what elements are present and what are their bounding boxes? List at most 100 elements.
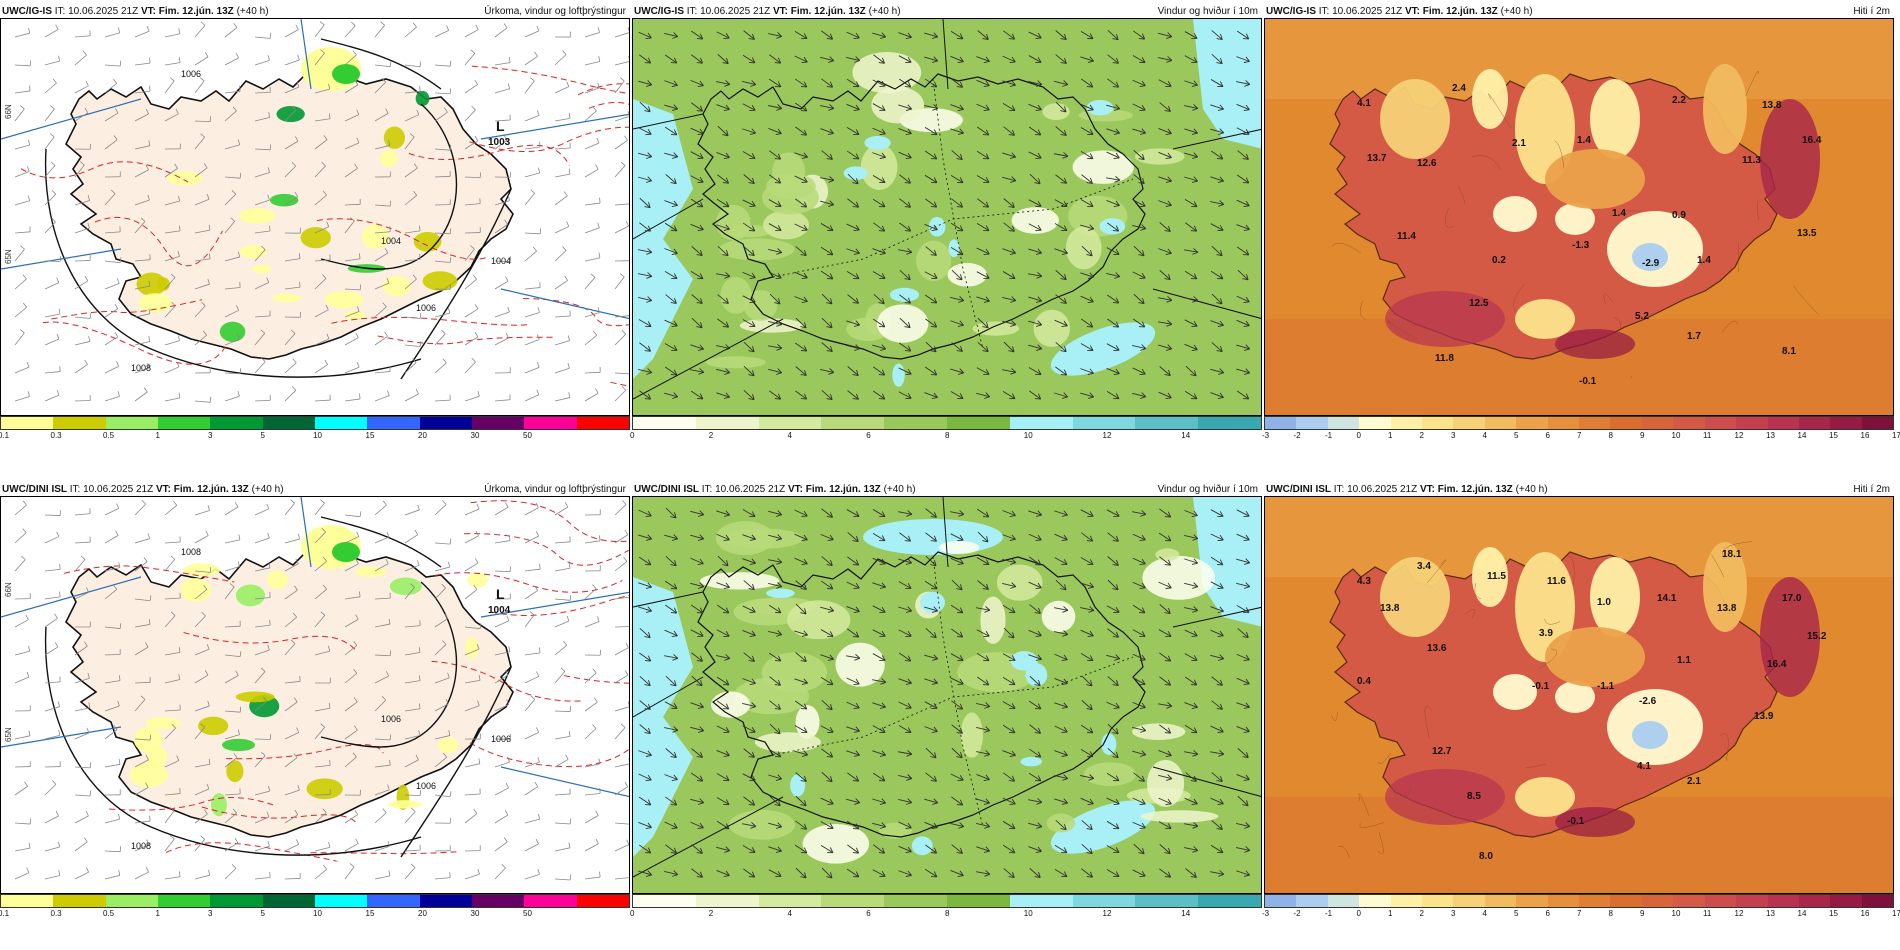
precip-area [235, 584, 266, 607]
wind-arrow [872, 772, 886, 782]
wind-barb [434, 88, 452, 95]
precip-area [238, 208, 276, 224]
colorbar-swatch [758, 895, 822, 907]
temperature-contour [1720, 733, 1729, 762]
wind-barb [14, 361, 30, 374]
wind-speed-area [916, 240, 952, 281]
temperature-area [1545, 149, 1645, 209]
wind-barb [344, 863, 355, 880]
wind-barb [74, 255, 91, 262]
wind-barb [254, 751, 266, 768]
wind-arrow [821, 150, 833, 160]
wind-arrow [820, 176, 835, 183]
precip-area [324, 291, 364, 309]
wind-barb [284, 227, 301, 234]
wind-barb [44, 133, 55, 150]
wind-arrow [1184, 606, 1199, 613]
wind-arrow [846, 320, 861, 327]
wind-arrow [821, 771, 833, 783]
wind-arrow [664, 343, 678, 352]
wind-arrow [664, 774, 678, 781]
wind-arrow [1210, 368, 1225, 375]
temperature-value: 2.1 [1512, 138, 1526, 149]
wind-arrow [898, 725, 912, 734]
colorbar-temp: -3 -2 -1 0 1 2 3 4 5 6 7 8 9 10 11 12 13 14 15 16 17 [1262, 894, 1900, 918]
wind-barb [464, 304, 479, 318]
wind-arrow [1210, 223, 1224, 232]
wind-barb [344, 838, 359, 852]
run-info: UWC/DINI ISL IT: 10.06.2025 21Z VT: Fim.… [1266, 484, 1548, 495]
wind-barb [134, 280, 151, 290]
wind-arrow [1210, 200, 1225, 207]
wind-arrow [638, 534, 653, 541]
wind-barb [464, 585, 478, 600]
wind-barb [44, 701, 60, 712]
init-time: IT: 10.06.2025 21Z [1333, 484, 1418, 495]
region-boundary [932, 556, 984, 828]
strong-wind-area [911, 836, 933, 856]
valid-time: VT: Fim. 12.jún. 13Z [1404, 6, 1498, 17]
temperature-contour [1474, 582, 1482, 599]
temperature-value: -1.3 [1572, 240, 1590, 251]
wind-arrow [1028, 700, 1042, 710]
wind-barb [194, 783, 210, 796]
wind-arrow [898, 845, 912, 853]
wind-arrow [664, 104, 679, 111]
wind-barb [14, 761, 31, 768]
wind-arrow [716, 198, 730, 208]
wind-barb [284, 105, 296, 122]
wind-arrow [794, 175, 808, 184]
wind-arrow [664, 366, 678, 376]
colorbar-swatch [1265, 417, 1297, 429]
temperature-value: 0.2 [1492, 255, 1506, 266]
wind-barb [104, 226, 121, 234]
wind-arrow [1236, 702, 1250, 709]
wind-arrow [664, 152, 679, 159]
wind-barb [584, 758, 601, 768]
colorbar-swatch [1072, 895, 1136, 907]
wind-speed-area [972, 321, 1020, 336]
wind-barb [434, 500, 447, 516]
init-time: IT: 10.06.2025 21Z [69, 484, 154, 495]
colorbar-tick-label: 30 [470, 909, 480, 918]
wind-barb [194, 52, 209, 66]
strong-wind-area [1050, 800, 1156, 854]
wind-barb [314, 21, 325, 38]
temperature-contour [1745, 70, 1759, 97]
wind-arrow [1236, 390, 1250, 400]
wind-barb [434, 583, 446, 600]
wind-barb [494, 171, 511, 178]
wind-arrow [1210, 79, 1224, 88]
wind-arrow [1054, 80, 1069, 87]
wind-arrow [794, 223, 808, 232]
temperature-area [1632, 721, 1668, 749]
wind-barb [164, 807, 175, 824]
wind-arrow [743, 580, 755, 591]
temperature-contour [408, 144, 570, 166]
wind-speed-area [795, 705, 820, 739]
wind-speed-area [763, 210, 810, 240]
wind-speed-area [1135, 148, 1185, 165]
colorbar-tick-label: 6 [1545, 431, 1550, 440]
wind-barb [314, 254, 331, 262]
wind-arrow [846, 103, 860, 111]
precip-area [379, 150, 398, 168]
wind-arrow [1159, 676, 1171, 686]
wind-barb [14, 818, 32, 825]
wind-arrow [691, 294, 703, 304]
wind-barb [104, 135, 118, 150]
wind-arrow [821, 556, 833, 566]
wind-barb [374, 784, 390, 796]
wind-arrow [1184, 390, 1198, 400]
colorbar-swatch [471, 417, 525, 429]
wind-arrow [717, 174, 729, 184]
wind-barb [434, 561, 451, 572]
wind-barb [464, 172, 482, 179]
wind-barb [14, 274, 27, 290]
wind-barb [434, 698, 449, 712]
wind-barb [14, 245, 25, 262]
wind-barb [224, 838, 239, 852]
precip-area [389, 577, 422, 596]
wind-barb [134, 782, 149, 796]
wind-arrow [1106, 151, 1120, 160]
